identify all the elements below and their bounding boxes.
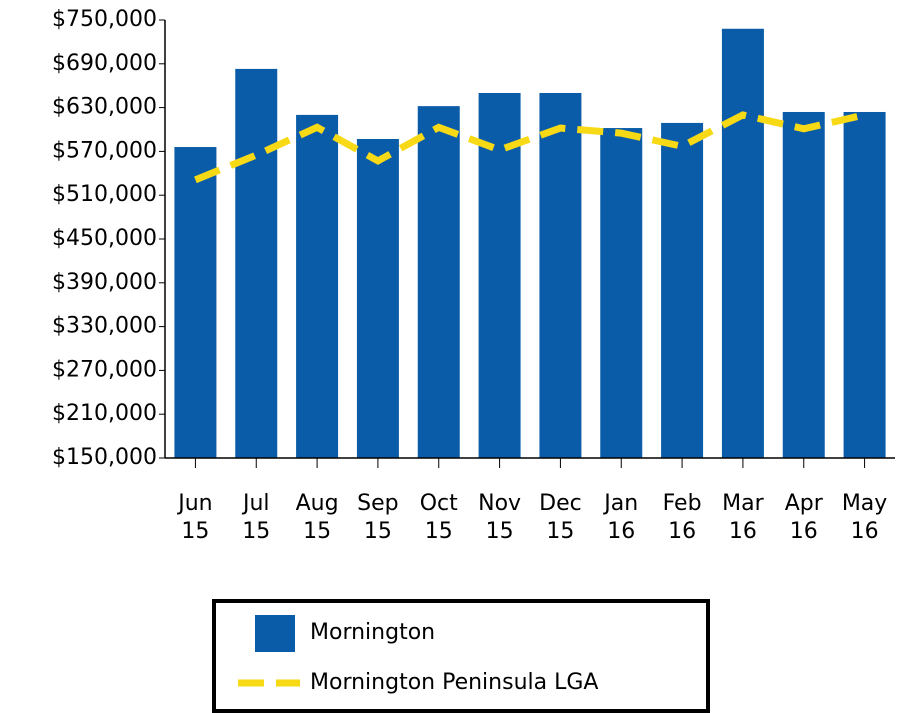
bar	[296, 114, 339, 459]
x-tick-label: May 16	[842, 491, 887, 544]
x-tick-label: Feb 16	[663, 491, 702, 544]
x-tick-label: Apr 16	[785, 491, 824, 544]
bar	[356, 138, 399, 459]
y-tick-label: $150,000	[52, 445, 157, 470]
x-tick-label: Aug 15	[296, 491, 339, 544]
y-tick-label: $690,000	[52, 51, 157, 76]
bar	[661, 122, 704, 459]
y-tick-label: $750,000	[52, 7, 157, 32]
line	[194, 111, 866, 184]
y-tick-label: $570,000	[52, 138, 157, 163]
x-tick-label: Mar 16	[722, 491, 764, 544]
y-tick-label: $390,000	[52, 270, 157, 295]
bar	[721, 28, 764, 458]
legend-label: Mornington Peninsula LGA	[310, 670, 598, 695]
x-tick-label: Oct 15	[420, 491, 458, 544]
y-tick-label: $330,000	[52, 314, 157, 339]
x-tick-label: Sep 15	[357, 491, 398, 544]
legend-label: Mornington	[310, 620, 435, 645]
x-tick-label: Jan 16	[602, 491, 638, 544]
bar	[539, 93, 582, 458]
x-tick-label: Jun 15	[176, 491, 212, 544]
x-tick-label: Jul 15	[241, 491, 270, 544]
bar	[782, 111, 825, 458]
legend-box	[212, 599, 710, 713]
x-tick-label: Nov 15	[478, 491, 521, 544]
y-tick-label: $450,000	[52, 226, 157, 251]
bar	[235, 68, 278, 458]
y-tick-label: $210,000	[52, 401, 157, 426]
y-tick-label: $510,000	[52, 182, 157, 207]
x-tick-label: Dec 15	[539, 491, 582, 544]
bar	[478, 93, 521, 458]
legend-swatch	[255, 615, 295, 652]
bar	[600, 128, 643, 459]
bar	[417, 106, 460, 458]
bar	[843, 111, 886, 458]
y-tick-label: $630,000	[52, 95, 157, 120]
y-tick-label: $270,000	[52, 357, 157, 382]
bar	[174, 147, 217, 458]
